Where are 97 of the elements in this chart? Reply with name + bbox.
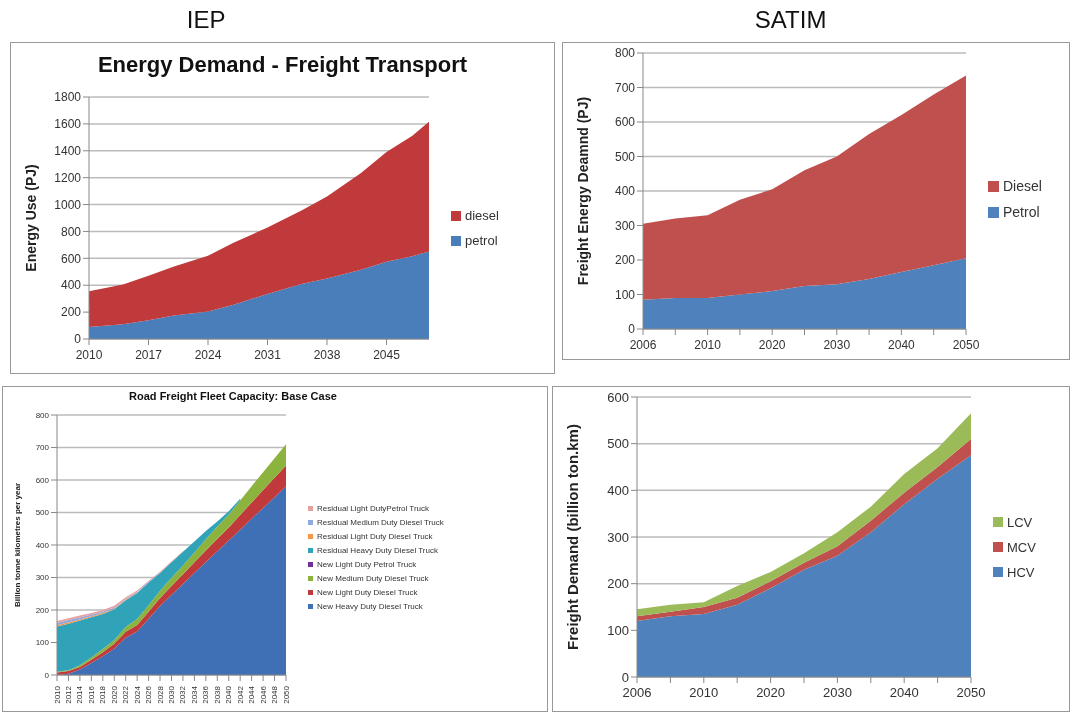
- y-tick-label: 300: [35, 573, 50, 583]
- legend-label: New Light Duty Petrol Truck: [317, 559, 417, 569]
- x-tick-label: 2034: [189, 685, 199, 704]
- y-axis-title: Freight Demand (billion ton.km): [564, 424, 582, 650]
- y-tick-label: 1400: [54, 144, 82, 159]
- x-tick-label: 2006: [622, 685, 652, 700]
- legend-label: HCV: [1007, 564, 1035, 580]
- text: IEP: [185, 6, 227, 34]
- x-tick-label: 2050: [952, 338, 980, 352]
- x-tick-label: 2040: [224, 685, 234, 704]
- y-tick-label: 0: [628, 322, 636, 337]
- y-tick-label: 100: [35, 638, 50, 648]
- x-tick-label: 2030: [822, 685, 852, 700]
- y-tick-label: 400: [607, 482, 629, 498]
- x-tick-label: 2006: [629, 338, 657, 352]
- x-tick-label: 2022: [121, 685, 131, 704]
- y-axis-title: Freight Energy Deamnd (PJ): [574, 96, 591, 286]
- x-tick-label: 2045: [373, 348, 401, 362]
- x-tick-label: 2042: [235, 685, 245, 704]
- x-tick-label: 2030: [823, 338, 851, 352]
- y-tick-label: 600: [607, 389, 629, 405]
- y-tick-label: 300: [607, 529, 629, 545]
- x-tick-label: 2046: [258, 685, 268, 704]
- x-tick-label: 2030: [167, 685, 176, 704]
- y-tick-label: 600: [60, 251, 82, 266]
- x-tick-label: 2032: [178, 685, 188, 704]
- y-tick-label: 400: [614, 184, 636, 199]
- y-tick-label: 100: [607, 622, 629, 638]
- chart-title: Energy Demand - Freight Transport: [96, 51, 469, 79]
- x-tick-label: 2031: [254, 348, 282, 362]
- y-tick-label: 500: [35, 508, 50, 518]
- y-tick-label: 200: [60, 305, 82, 320]
- text: SATIM: [753, 6, 828, 34]
- legend-label: Diesel: [1003, 178, 1042, 194]
- x-tick-label: 2010: [75, 348, 103, 362]
- y-tick-label: 0: [44, 670, 50, 680]
- x-tick-label: 2044: [247, 685, 257, 704]
- x-tick-label: 2016: [86, 685, 96, 704]
- legend-label: diesel: [465, 208, 499, 223]
- y-tick-label: 200: [607, 576, 629, 592]
- legend-label: New Heavy Duty Diesel Truck: [317, 601, 423, 611]
- y-tick-label: 0: [621, 669, 629, 685]
- y-tick-label: 500: [607, 436, 629, 452]
- y-tick-label: 200: [614, 253, 636, 268]
- x-tick-label: 2040: [889, 685, 919, 700]
- y-tick-label: 600: [35, 475, 50, 485]
- y-axis-title: Billion tonne kilometres per year: [12, 482, 22, 608]
- y-tick-label: 800: [35, 410, 50, 420]
- x-tick-label: 2020: [756, 685, 786, 700]
- legend-label: MCV: [1007, 539, 1036, 555]
- legend-label: Petrol: [1003, 204, 1040, 220]
- x-tick-label: 2036: [201, 685, 211, 704]
- x-tick-label: 2038: [212, 685, 222, 704]
- y-tick-label: 600: [614, 115, 636, 130]
- y-tick-label: 1600: [54, 117, 82, 132]
- x-tick-label: 2020: [758, 338, 786, 352]
- legend-label: LCV: [1007, 514, 1033, 530]
- x-tick-label: 2020: [109, 685, 119, 704]
- x-tick-label: 2050: [956, 685, 986, 700]
- legend-label: Residual Heavy Duty Diesel Truck: [317, 545, 438, 555]
- y-tick-label: 300: [614, 218, 636, 233]
- x-tick-label: 2012: [63, 685, 73, 704]
- x-tick-label: 2010: [689, 685, 719, 700]
- y-tick-label: 1200: [54, 170, 82, 185]
- x-tick-label: 2024: [132, 685, 142, 704]
- y-axis-title: Energy Use (PJ): [22, 164, 39, 272]
- y-tick-label: 500: [614, 149, 636, 164]
- y-tick-label: 400: [35, 540, 50, 550]
- y-tick-label: 400: [60, 278, 82, 293]
- legend-label: Residual Light Duty Diesel Truck: [317, 531, 433, 541]
- x-tick-label: 2010: [52, 685, 62, 704]
- x-tick-label: 2050: [281, 685, 291, 704]
- legend-label: New Medium Duty Diesel Truck: [317, 573, 429, 583]
- y-tick-label: 1000: [54, 197, 82, 212]
- chart-title: Road Freight Fleet Capacity: Base Case: [128, 389, 338, 404]
- x-tick-label: 2048: [270, 685, 280, 704]
- legend-label: Residual Light DutyPetrol Truck: [317, 503, 430, 513]
- x-tick-label: 2028: [155, 685, 165, 704]
- y-tick-label: 800: [614, 46, 636, 61]
- y-tick-label: 100: [614, 287, 636, 302]
- legend-label: New Light Duty Diesel Truck: [317, 587, 418, 597]
- x-tick-label: 2014: [75, 685, 85, 704]
- x-tick-label: 2038: [313, 348, 341, 362]
- x-tick-label: 2024: [194, 348, 222, 362]
- y-tick-label: 700: [35, 443, 50, 453]
- x-tick-label: 2040: [888, 338, 916, 352]
- legend-label: petrol: [465, 233, 498, 248]
- x-tick-label: 2026: [144, 685, 154, 704]
- x-tick-label: 2017: [135, 348, 163, 362]
- legend-label: Residual Medium Duty Diesel Truck: [317, 517, 444, 527]
- x-tick-label: 2018: [98, 685, 108, 704]
- x-tick-label: 2010: [694, 338, 722, 352]
- y-tick-label: 800: [60, 224, 82, 239]
- y-tick-label: 700: [614, 80, 636, 95]
- y-tick-label: 0: [74, 332, 82, 347]
- y-tick-label: 200: [35, 605, 50, 615]
- y-tick-label: 1800: [54, 90, 82, 105]
